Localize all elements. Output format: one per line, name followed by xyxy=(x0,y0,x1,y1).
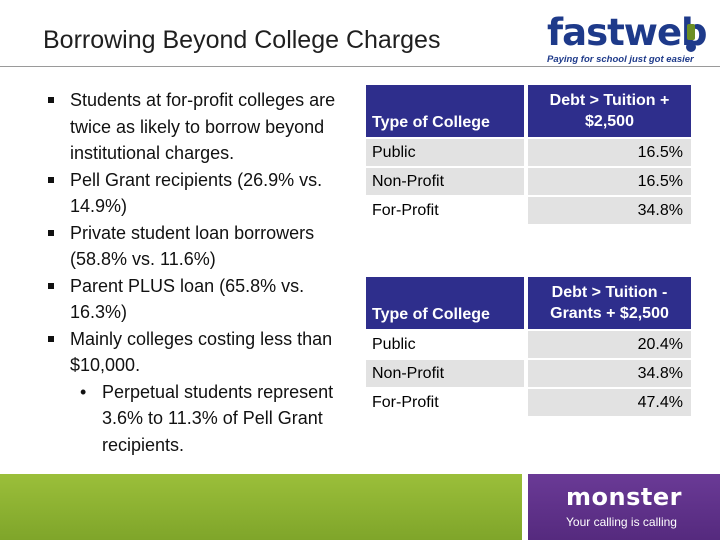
table-row: Public 20.4% xyxy=(366,331,691,358)
monster-tagline: Your calling is calling xyxy=(566,515,677,529)
square-bullet-icon xyxy=(48,176,54,183)
header-type-of-college: Type of College xyxy=(366,277,524,329)
bullet-text: Private student loan borrowers (58.8% vs… xyxy=(70,222,315,270)
cell-percent: 16.5% xyxy=(528,139,691,166)
footer-purple-band xyxy=(528,474,720,540)
cell-college-type: Public xyxy=(366,139,524,166)
bullet-text: Students at for-profit colleges are twic… xyxy=(70,90,336,163)
footer-green-band xyxy=(0,474,522,540)
square-bullet-icon xyxy=(48,97,54,103)
debt-table-1: Type of College Debt > Tuition + $2,500 … xyxy=(366,85,691,224)
table-row: For-Profit 34.8% xyxy=(366,197,691,224)
cell-percent: 34.8% xyxy=(528,360,691,387)
cell-college-type: For-Profit xyxy=(366,197,524,224)
header-type-of-college: Type of College xyxy=(366,85,524,137)
bullet-text: Mainly colleges costing less than $10,00… xyxy=(70,328,333,376)
list-item-sub: • Perpetual students represent 3.6% to 11… xyxy=(48,379,358,459)
table-row: Non-Profit 34.8% xyxy=(366,360,691,387)
cell-college-type: Non-Profit xyxy=(366,360,524,387)
cell-college-type: Public xyxy=(366,331,524,358)
cell-percent: 16.5% xyxy=(528,168,691,195)
table-row: For-Profit 47.4% xyxy=(366,389,691,416)
table-row: Public 16.5% xyxy=(366,139,691,166)
list-item: Mainly colleges costing less than $10,00… xyxy=(48,326,358,379)
bullet-text: Perpetual students represent 3.6% to 11.… xyxy=(102,381,334,455)
fastweb-wordmark-part1: fast xyxy=(547,11,625,54)
list-item: Students at for-profit colleges are twic… xyxy=(48,87,358,167)
slide-title: Borrowing Beyond College Charges xyxy=(43,26,441,54)
list-item: Pell Grant recipients (26.9% vs. 14.9%) xyxy=(48,167,358,220)
fastweb-tagline: Paying for school just got easier xyxy=(547,54,694,65)
fastweb-wordmark: fastweb xyxy=(547,11,708,54)
title-divider xyxy=(0,66,720,67)
cell-college-type: Non-Profit xyxy=(366,168,524,195)
monster-logo: monster xyxy=(566,483,682,511)
square-bullet-icon xyxy=(48,282,54,289)
cell-college-type: For-Profit xyxy=(366,389,524,416)
square-bullet-icon xyxy=(48,335,54,342)
table-header: Type of College Debt > Tuition - Grants … xyxy=(366,277,691,329)
header-debt-measure: Debt > Tuition + $2,500 xyxy=(528,85,691,137)
exclamation-icon xyxy=(685,18,697,52)
list-item: Private student loan borrowers (58.8% vs… xyxy=(48,220,358,273)
cell-percent: 20.4% xyxy=(528,331,691,358)
cell-percent: 47.4% xyxy=(528,389,691,416)
table-header: Type of College Debt > Tuition + $2,500 xyxy=(366,85,691,137)
bullet-list: Students at for-profit colleges are twic… xyxy=(48,87,358,458)
cell-percent: 34.8% xyxy=(528,197,691,224)
square-bullet-icon xyxy=(48,229,54,236)
list-item: Parent PLUS loan (65.8% vs. 16.3%) xyxy=(48,273,358,326)
header-debt-measure: Debt > Tuition - Grants + $2,500 xyxy=(528,277,691,329)
round-bullet-icon: • xyxy=(80,381,87,402)
bullet-text: Pell Grant recipients (26.9% vs. 14.9%) xyxy=(70,169,323,217)
bullet-text: Parent PLUS loan (65.8% vs. 16.3%) xyxy=(70,275,305,323)
table-row: Non-Profit 16.5% xyxy=(366,168,691,195)
debt-table-2: Type of College Debt > Tuition - Grants … xyxy=(366,277,691,416)
fastweb-logo: fastweb Paying for school just got easie… xyxy=(545,11,708,66)
